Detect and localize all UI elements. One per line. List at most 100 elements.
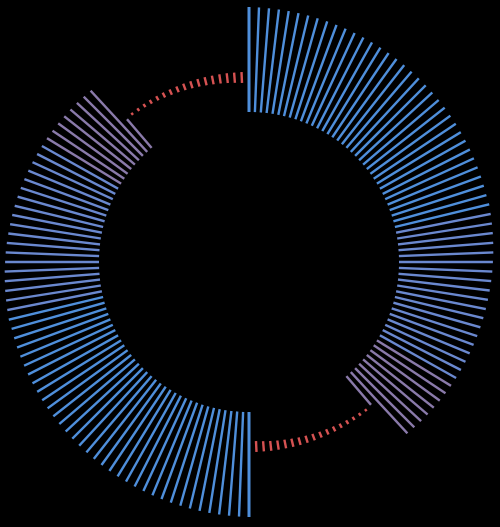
- left-tick: [225, 73, 229, 84]
- left-tick: [4, 272, 100, 283]
- right-tick: [354, 84, 427, 157]
- left-tick: [89, 89, 149, 153]
- left-tick: [124, 392, 177, 483]
- left-tick: [237, 411, 245, 517]
- right-tick: [398, 241, 494, 252]
- right-tick: [305, 28, 347, 124]
- left-tick: [148, 99, 153, 105]
- right-tick: [351, 416, 356, 421]
- left-tick: [20, 186, 107, 217]
- right-tick: [331, 426, 337, 432]
- left-tick: [14, 204, 104, 229]
- left-tick: [6, 241, 100, 252]
- left-tick: [169, 404, 204, 503]
- left-tick: [217, 410, 233, 515]
- left-tick: [57, 122, 129, 175]
- left-tick: [19, 318, 111, 358]
- left-tick: [27, 169, 111, 206]
- right-tick: [297, 437, 302, 446]
- left-tick: [31, 334, 119, 385]
- right-tick: [254, 441, 258, 452]
- right-tick: [271, 10, 290, 114]
- right-tick: [395, 212, 491, 234]
- left-tick: [41, 344, 125, 402]
- left-tick: [46, 349, 129, 410]
- right-tick: [362, 358, 429, 416]
- right-tick: [345, 419, 350, 425]
- left-tick: [133, 395, 182, 488]
- left-tick: [160, 402, 199, 500]
- right-tick: [261, 441, 266, 452]
- left-tick: [142, 103, 147, 108]
- left-tick: [7, 290, 103, 312]
- left-tick: [227, 411, 239, 516]
- right-tick: [376, 131, 462, 185]
- right-tick: [277, 12, 300, 116]
- left-tick: [8, 295, 104, 321]
- right-tick: [358, 362, 422, 422]
- right-tick: [276, 440, 280, 450]
- left-tick: [100, 382, 162, 466]
- left-tick: [188, 407, 216, 509]
- right-tick: [382, 329, 462, 372]
- left-tick: [64, 362, 140, 433]
- right-tick: [398, 272, 492, 283]
- right-tick: [349, 77, 420, 153]
- left-tick: [82, 95, 144, 157]
- left-tick: [36, 339, 122, 393]
- left-tick: [51, 129, 125, 180]
- left-tick: [92, 379, 158, 460]
- right-tick: [354, 367, 416, 429]
- right-tick: [316, 36, 365, 129]
- right-tick: [376, 339, 452, 387]
- left-tick: [9, 223, 101, 240]
- left-tick: [17, 195, 105, 223]
- right-tick: [269, 440, 273, 451]
- right-tick: [283, 439, 288, 449]
- left-tick: [203, 76, 208, 86]
- right-tick: [321, 41, 374, 132]
- right-tick: [394, 203, 490, 229]
- left-tick: [46, 137, 122, 185]
- right-tick: [393, 193, 487, 223]
- right-tick: [349, 371, 409, 435]
- right-tick: [379, 139, 467, 190]
- right-tick: [398, 266, 493, 273]
- right-tick: [304, 435, 309, 444]
- left-tick: [196, 78, 201, 87]
- right-tick: [294, 21, 329, 120]
- right-tick: [387, 318, 471, 355]
- right-tick: [326, 46, 382, 135]
- left-tick: [218, 74, 222, 84]
- right-tick: [288, 17, 319, 118]
- right-tick: [290, 438, 295, 448]
- right-tick: [345, 375, 372, 406]
- right-tick: [340, 64, 406, 145]
- left-tick: [168, 88, 173, 96]
- right-tick: [366, 106, 446, 171]
- right-tick: [299, 24, 338, 122]
- left-tick: [4, 266, 100, 273]
- left-tick: [63, 115, 132, 171]
- left-tick: [76, 102, 140, 162]
- right-tick: [397, 222, 493, 240]
- right-tick: [336, 58, 398, 142]
- right-tick: [389, 175, 482, 212]
- left-tick: [58, 358, 136, 425]
- right-tick: [265, 9, 281, 114]
- left-tick: [5, 278, 101, 293]
- right-tick: [384, 323, 467, 363]
- right-tick: [373, 344, 447, 395]
- left-tick: [108, 386, 167, 472]
- right-tick: [366, 353, 435, 409]
- right-tick: [391, 307, 478, 338]
- left-tick: [232, 72, 237, 83]
- left-tick: [13, 307, 107, 340]
- right-tick: [394, 295, 484, 320]
- left-tick: [36, 152, 116, 195]
- right-tick: [338, 423, 343, 429]
- left-tick: [71, 367, 144, 440]
- right-tick: [391, 184, 485, 217]
- left-tick: [8, 232, 101, 246]
- left-tick: [16, 312, 109, 349]
